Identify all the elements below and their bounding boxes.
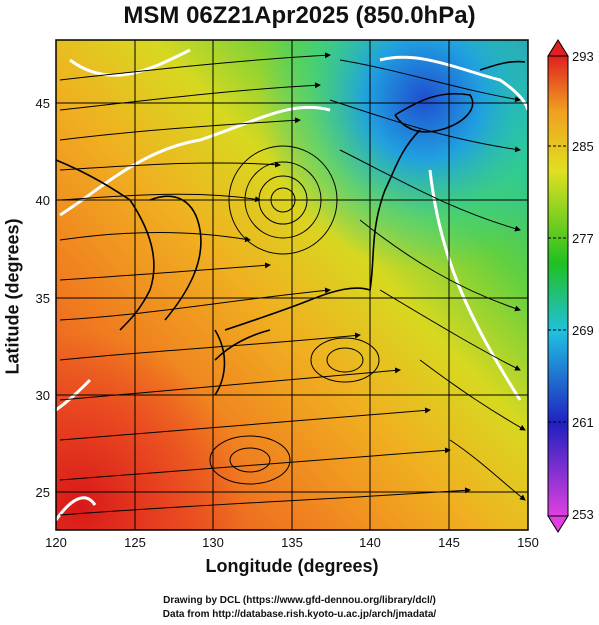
y-tick-label: 45 [36, 96, 50, 111]
grid-lines [56, 40, 528, 530]
colorbar: 293 285 277 269 261 253 [547, 39, 594, 533]
chart-title: MSM 06Z21Apr2025 (850.0hPa) [123, 2, 476, 29]
colorbar-tick-label: 277 [572, 231, 594, 246]
colorbar-tick-label: 261 [572, 415, 594, 430]
colorbar-tick-label: 253 [572, 507, 594, 522]
colorbar-scale [547, 55, 569, 517]
plot-frame [55, 39, 529, 531]
x-tick-label: 150 [517, 535, 539, 550]
x-tick-label: 125 [124, 535, 146, 550]
x-axis: 120 125 130 135 140 145 150 [45, 535, 539, 550]
colorbar-bottom-arrow [547, 515, 569, 533]
x-tick-label: 140 [359, 535, 381, 550]
y-tick-label: 25 [36, 485, 50, 500]
colorbar-tick-label: 269 [572, 323, 594, 338]
x-tick-label: 120 [45, 535, 67, 550]
x-tick-label: 145 [438, 535, 460, 550]
drawing-credit: Drawing by DCL (https://www.gfd-dennou.o… [163, 595, 436, 606]
streamlines [59, 52, 526, 516]
data-credit: Data from http://database.rish.kyoto-u.a… [162, 609, 437, 620]
y-axis-label: Latitude (degrees) [2, 218, 23, 375]
y-tick-label: 35 [36, 291, 50, 306]
x-tick-label: 130 [202, 535, 224, 550]
x-axis-label: Longitude (degrees) [205, 556, 379, 576]
y-axis: 25 30 35 40 45 [36, 96, 50, 500]
colorbar-top-arrow [547, 39, 569, 57]
colorbar-tick-label: 285 [572, 139, 594, 154]
colorbar-tick-label: 293 [572, 49, 594, 64]
x-tick-label: 135 [281, 535, 303, 550]
y-tick-label: 30 [36, 388, 50, 403]
y-tick-label: 40 [36, 193, 50, 208]
